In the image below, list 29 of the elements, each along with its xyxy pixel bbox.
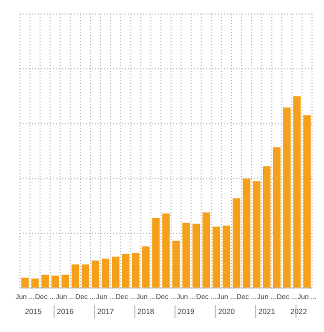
bar xyxy=(82,264,90,288)
bar xyxy=(31,278,39,288)
bar xyxy=(222,226,230,288)
bar xyxy=(202,212,210,288)
bar xyxy=(21,278,29,288)
bar xyxy=(182,222,190,288)
bar xyxy=(273,147,281,288)
bar xyxy=(92,260,100,288)
bar xyxy=(41,274,49,288)
bar xyxy=(72,264,80,288)
bar xyxy=(303,115,311,288)
bar xyxy=(102,258,110,288)
bar xyxy=(283,108,291,288)
bar xyxy=(162,213,170,288)
bar xyxy=(232,198,240,288)
bar xyxy=(132,253,140,288)
bar xyxy=(252,181,260,288)
bar xyxy=(212,226,220,288)
bar xyxy=(262,166,270,288)
bar xyxy=(192,224,200,288)
bar xyxy=(242,178,250,288)
bar xyxy=(62,274,70,288)
bar xyxy=(172,240,180,288)
bar xyxy=(293,96,301,288)
bar xyxy=(142,246,150,288)
bar xyxy=(51,276,59,288)
bar xyxy=(112,256,120,288)
bar xyxy=(122,254,130,288)
bar xyxy=(152,218,160,288)
